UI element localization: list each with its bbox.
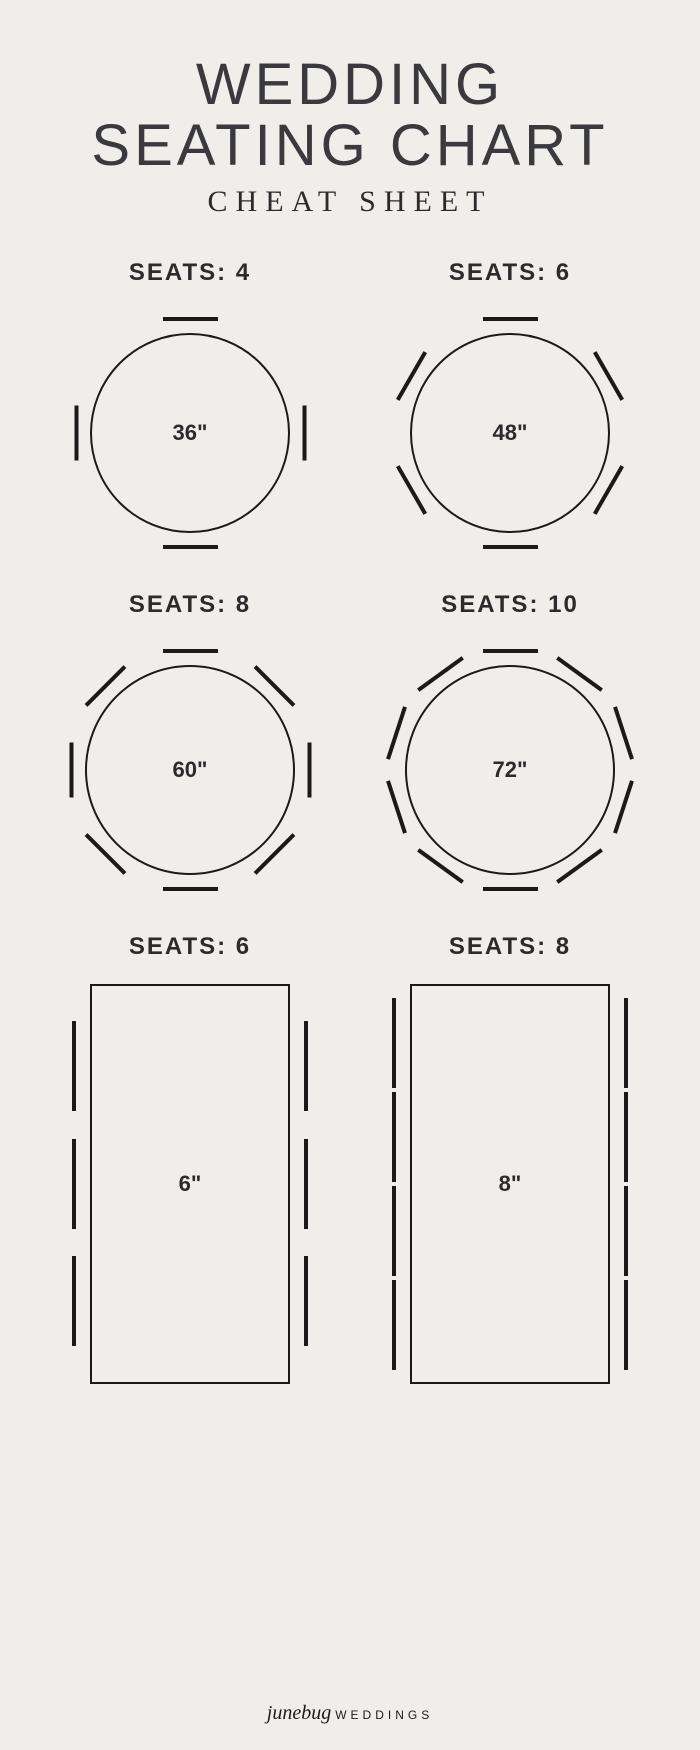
seat-dash bbox=[392, 1186, 396, 1276]
size-label: 8" bbox=[499, 1171, 522, 1197]
seat-dash bbox=[386, 780, 407, 834]
seat-dash bbox=[624, 1280, 628, 1370]
round-table: 36" bbox=[90, 333, 290, 533]
round-table: 72" bbox=[405, 665, 615, 875]
round-table: 48" bbox=[410, 333, 610, 533]
size-label: 60" bbox=[173, 757, 208, 783]
table-diagram: 60" bbox=[57, 637, 323, 903]
table-diagram: 8" bbox=[386, 979, 634, 1389]
header: WEDDING SEATING CHART CHEAT SHEET bbox=[0, 0, 700, 219]
seat-dash bbox=[613, 706, 634, 760]
seat-dash bbox=[72, 1139, 76, 1229]
brand-main: junebug bbox=[267, 1702, 331, 1724]
title-line-1: WEDDING bbox=[0, 55, 700, 116]
seat-dash bbox=[304, 1139, 308, 1229]
table-diagram: 36" bbox=[62, 305, 318, 561]
size-label: 36" bbox=[173, 420, 208, 446]
table-cell: SEATS: 6 6" bbox=[50, 933, 330, 1389]
seat-dash bbox=[302, 405, 306, 460]
title-line-2: SEATING CHART bbox=[0, 116, 700, 177]
seat-dash bbox=[624, 998, 628, 1088]
table-cell: SEATS: 8 60" bbox=[50, 591, 330, 903]
seat-dash bbox=[624, 1092, 628, 1182]
seats-label: SEATS: 6 bbox=[449, 259, 571, 287]
seat-dash bbox=[613, 780, 634, 834]
tables-grid: SEATS: 436"SEATS: 648"SEATS: 860"SEATS: … bbox=[0, 219, 700, 1389]
seat-dash bbox=[72, 1256, 76, 1346]
table-diagram: 72" bbox=[377, 637, 643, 903]
subtitle: CHEAT SHEET bbox=[0, 185, 700, 219]
table-cell: SEATS: 10 72" bbox=[370, 591, 650, 903]
table-cell: SEATS: 8 8" bbox=[370, 933, 650, 1389]
seat-dash bbox=[74, 405, 78, 460]
seats-label: SEATS: 8 bbox=[449, 933, 571, 961]
seat-dash bbox=[304, 1256, 308, 1346]
seats-label: SEATS: 8 bbox=[129, 591, 251, 619]
table-diagram: 48" bbox=[382, 305, 638, 561]
seat-dash bbox=[307, 742, 311, 797]
seat-dash bbox=[163, 887, 218, 891]
seat-dash bbox=[72, 1021, 76, 1111]
seats-label: SEATS: 4 bbox=[129, 259, 251, 287]
round-table: 60" bbox=[85, 665, 295, 875]
seat-dash bbox=[624, 1186, 628, 1276]
table-diagram: 6" bbox=[66, 979, 314, 1389]
brand-sub: WEDDINGS bbox=[335, 1708, 433, 1722]
seat-dash bbox=[163, 545, 218, 549]
seat-dash bbox=[304, 1021, 308, 1111]
size-label: 48" bbox=[493, 420, 528, 446]
seat-dash bbox=[392, 1092, 396, 1182]
footer: junebug WEDDINGS bbox=[0, 1702, 700, 1725]
rect-table: 8" bbox=[410, 984, 610, 1384]
size-label: 72" bbox=[493, 757, 528, 783]
seat-dash bbox=[483, 887, 538, 891]
seat-dash bbox=[69, 742, 73, 797]
rect-table: 6" bbox=[90, 984, 290, 1384]
seat-dash bbox=[392, 998, 396, 1088]
seat-dash bbox=[163, 649, 218, 653]
table-cell: SEATS: 4 36" bbox=[50, 259, 330, 561]
seat-dash bbox=[483, 317, 538, 321]
seat-dash bbox=[392, 1280, 396, 1370]
seat-dash bbox=[386, 706, 407, 760]
table-cell: SEATS: 6 48" bbox=[370, 259, 650, 561]
seat-dash bbox=[483, 649, 538, 653]
seats-label: SEATS: 6 bbox=[129, 933, 251, 961]
seat-dash bbox=[483, 545, 538, 549]
seat-dash bbox=[163, 317, 218, 321]
seats-label: SEATS: 10 bbox=[441, 591, 579, 619]
size-label: 6" bbox=[179, 1171, 202, 1197]
